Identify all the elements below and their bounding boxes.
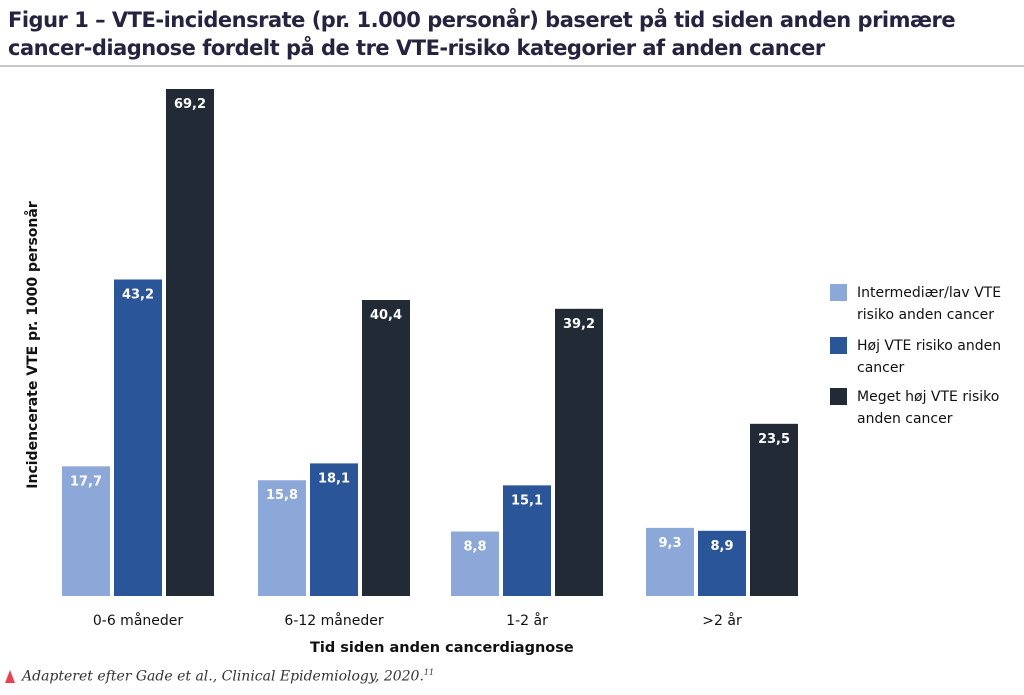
x-tick-label: 6-12 måneder	[284, 612, 383, 629]
y-axis-label: Incidencerate VTE pr. 1000 personår	[25, 201, 41, 489]
bar	[555, 308, 603, 596]
data-label: 8,9	[710, 539, 733, 554]
legend-swatch	[830, 284, 847, 301]
data-label: 9,3	[658, 536, 681, 551]
x-tick-label: >2 år	[702, 612, 742, 629]
bar	[362, 300, 410, 596]
bar	[258, 480, 306, 596]
bar	[750, 423, 798, 596]
divider	[0, 65, 1024, 67]
data-label: 43,2	[122, 287, 154, 302]
data-label: 39,2	[563, 317, 595, 332]
bar	[698, 530, 746, 596]
bar	[451, 531, 499, 596]
source-text: Adapteret efter Gade et al., Clinical Ep…	[22, 668, 424, 685]
source-note: Adapteret efter Gade et al., Clinical Ep…	[22, 668, 434, 685]
data-label: 23,5	[758, 432, 790, 447]
bar	[62, 466, 110, 596]
chart-title: Figur 1 – VTE-incidensrate (pr. 1.000 pe…	[8, 8, 956, 60]
legend-swatch	[830, 337, 847, 354]
bar	[166, 89, 214, 596]
x-tick-label: 0-6 måneder	[93, 612, 184, 629]
data-label: 17,7	[70, 474, 102, 489]
legend-label: Intermediær/lav VTE risiko anden cancer	[857, 285, 1002, 323]
bar	[114, 279, 162, 596]
reference-number: 11	[423, 668, 435, 677]
data-label: 18,1	[318, 471, 350, 486]
data-label: 8,8	[463, 540, 486, 555]
legend-label: Meget høj VTE risiko anden cancer	[857, 389, 1000, 427]
data-label: 40,4	[370, 308, 402, 323]
legend-label: Høj VTE risiko anden cancer	[857, 338, 1002, 376]
bar	[503, 485, 551, 596]
triangle-icon	[5, 670, 15, 683]
data-label: 15,8	[266, 488, 298, 503]
data-label: 15,1	[511, 493, 543, 508]
bar	[310, 463, 358, 596]
bar	[646, 527, 694, 596]
legend-swatch	[830, 388, 847, 405]
x-tick-label: 1-2 år	[506, 612, 548, 629]
x-axis-label: Tid siden anden cancerdiagnose	[310, 640, 574, 656]
data-label: 69,2	[174, 97, 206, 112]
